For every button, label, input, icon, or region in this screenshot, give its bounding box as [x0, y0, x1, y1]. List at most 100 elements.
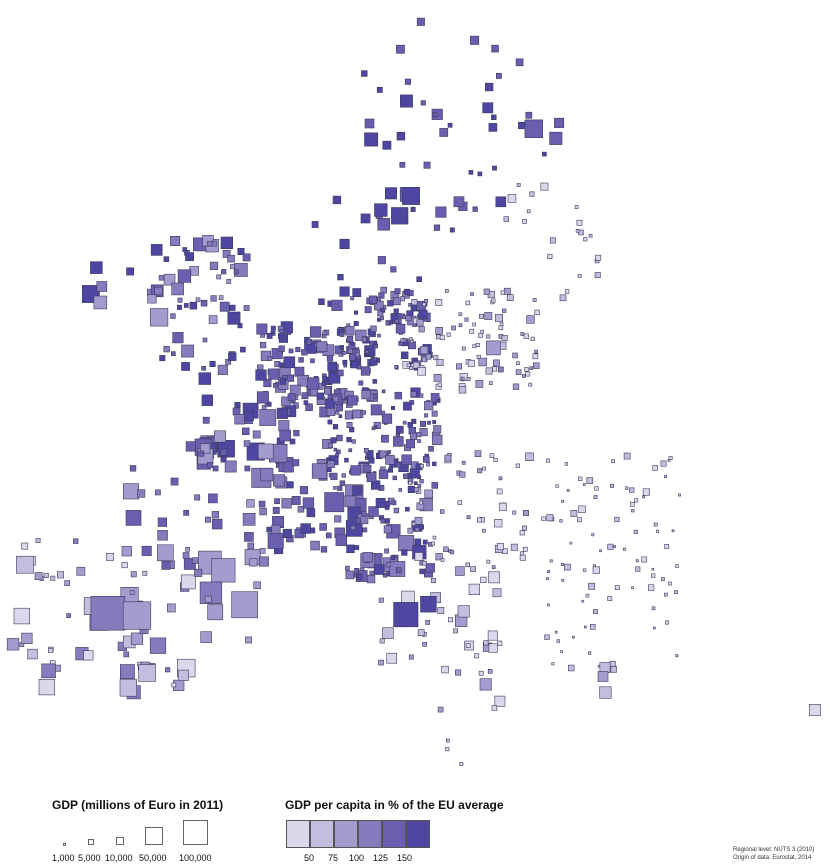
region-square: [195, 297, 201, 303]
region-square: [259, 341, 267, 349]
region-square: [449, 550, 455, 555]
region-square: [210, 295, 217, 302]
region-square: [488, 381, 493, 386]
region-square: [13, 607, 30, 625]
region-square: [561, 499, 564, 503]
region-square: [488, 571, 500, 584]
region-square: [585, 593, 590, 598]
region-square: [405, 506, 410, 512]
region-square: [419, 568, 425, 575]
region-square: [361, 390, 371, 400]
region-square: [350, 296, 355, 301]
region-square: [352, 485, 363, 496]
region-square: [123, 483, 140, 500]
region-square: [402, 187, 420, 205]
region-square: [417, 484, 422, 488]
region-square: [474, 450, 482, 458]
region-square: [181, 362, 190, 371]
region-square: [491, 298, 496, 303]
region-square: [163, 345, 170, 353]
region-square: [502, 308, 507, 313]
region-square: [468, 583, 480, 595]
region-square: [194, 568, 203, 577]
region-square: [339, 332, 345, 337]
region-square: [518, 121, 526, 130]
region-square: [343, 363, 348, 368]
region-square: [391, 207, 409, 225]
region-square: [200, 299, 208, 307]
region-square: [358, 380, 364, 386]
region-square: [583, 625, 587, 629]
region-square: [372, 379, 378, 384]
region-square: [335, 410, 340, 415]
region-square: [574, 205, 579, 209]
region-square: [350, 341, 355, 346]
region-square: [376, 87, 383, 93]
region-square: [21, 632, 33, 644]
region-square: [258, 500, 266, 508]
region-square: [311, 463, 328, 479]
region-square: [325, 532, 332, 539]
region-square: [301, 392, 309, 400]
region-square: [501, 335, 508, 342]
region-square: [525, 371, 531, 377]
region-square: [479, 313, 484, 319]
region-square: [512, 352, 518, 359]
region-square: [664, 592, 668, 597]
region-square: [380, 307, 385, 313]
region-square: [27, 648, 38, 660]
region-square: [342, 359, 348, 365]
region-square: [495, 196, 507, 208]
region-square: [266, 526, 273, 533]
region-square: [494, 695, 506, 707]
region-square: [408, 654, 414, 660]
region-square: [466, 515, 471, 520]
region-square: [459, 471, 466, 478]
region-square: [76, 566, 86, 576]
region-square: [242, 512, 256, 526]
region-square: [382, 140, 392, 150]
region-square: [651, 606, 656, 611]
gdp-size-5000-label: 5,000: [78, 853, 101, 863]
region-square: [295, 346, 301, 353]
region-square: [353, 349, 358, 354]
region-square: [331, 299, 343, 311]
region-square: [407, 421, 413, 428]
region-square: [446, 332, 451, 337]
region-square: [447, 122, 453, 128]
region-square: [341, 473, 346, 478]
region-square: [451, 325, 456, 331]
region-square: [515, 369, 522, 375]
region-square: [503, 216, 509, 222]
region-square: [229, 304, 236, 311]
region-square: [549, 237, 556, 244]
region-square: [263, 379, 272, 388]
region-square: [271, 348, 283, 360]
region-square: [177, 269, 192, 283]
region-square: [401, 454, 412, 465]
region-square: [335, 534, 347, 546]
region-square: [201, 394, 213, 406]
region-square: [297, 505, 305, 513]
region-square: [326, 355, 334, 362]
region-square: [120, 664, 135, 679]
region-square: [339, 345, 345, 350]
region-square: [623, 452, 631, 460]
region-square: [398, 488, 403, 492]
region-square: [370, 325, 377, 332]
region-square: [361, 511, 367, 517]
region-square: [371, 426, 376, 431]
region-square: [661, 577, 665, 581]
region-square: [377, 296, 382, 301]
region-square: [316, 341, 328, 352]
region-square: [588, 233, 593, 238]
region-square: [283, 356, 296, 369]
region-square: [483, 640, 489, 646]
region-square: [431, 482, 438, 489]
region-square: [253, 581, 261, 589]
region-square: [362, 527, 368, 533]
region-square: [439, 509, 445, 514]
region-square: [609, 483, 614, 488]
region-square: [245, 636, 252, 644]
region-square: [319, 523, 327, 531]
